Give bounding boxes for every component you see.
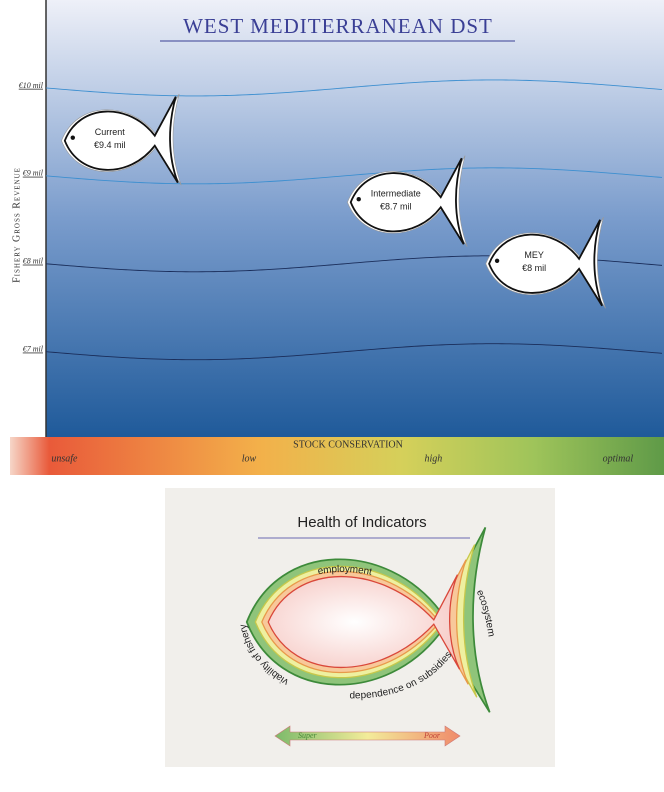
chart-title: WEST MEDITERRANEAN DST	[183, 14, 493, 38]
series-name: MEY	[524, 250, 544, 260]
y-tick-label: €10 mil	[19, 81, 44, 90]
x-tick-label: high	[425, 453, 443, 464]
data-label: €9.4 mil	[94, 140, 126, 150]
data-label: €8 mil	[522, 263, 546, 273]
page: WEST MEDITERRANEAN DST STOCK CONSERVATIO…	[0, 0, 664, 787]
x-tick-label: low	[242, 453, 257, 464]
fish-eye	[495, 259, 499, 263]
x-axis-label: STOCK CONSERVATION	[293, 439, 403, 450]
scale-left: Super	[298, 731, 318, 740]
x-tick-label: unsafe	[51, 453, 78, 464]
chart: WEST MEDITERRANEAN DST STOCK CONSERVATIO…	[10, 0, 664, 475]
panel-title: Health of Indicators	[297, 514, 426, 531]
fish-eye	[357, 197, 361, 201]
plot-area	[46, 0, 664, 437]
y-tick-label: €9 mil	[23, 169, 44, 178]
y-axis-label: Fishery Gross Revenue	[11, 167, 22, 283]
scale-right: Poor	[423, 731, 441, 740]
y-tick-label: €8 mil	[23, 257, 44, 266]
x-tick-label: optimal	[603, 453, 634, 464]
series-name: Current	[95, 127, 126, 137]
y-tick-label: €7 mil	[23, 345, 44, 354]
fish-eye	[71, 135, 75, 139]
health-panel: Health of Indicators employment ecosyste…	[165, 488, 555, 767]
series-name: Intermediate	[371, 189, 421, 199]
data-label: €8.7 mil	[380, 202, 412, 212]
